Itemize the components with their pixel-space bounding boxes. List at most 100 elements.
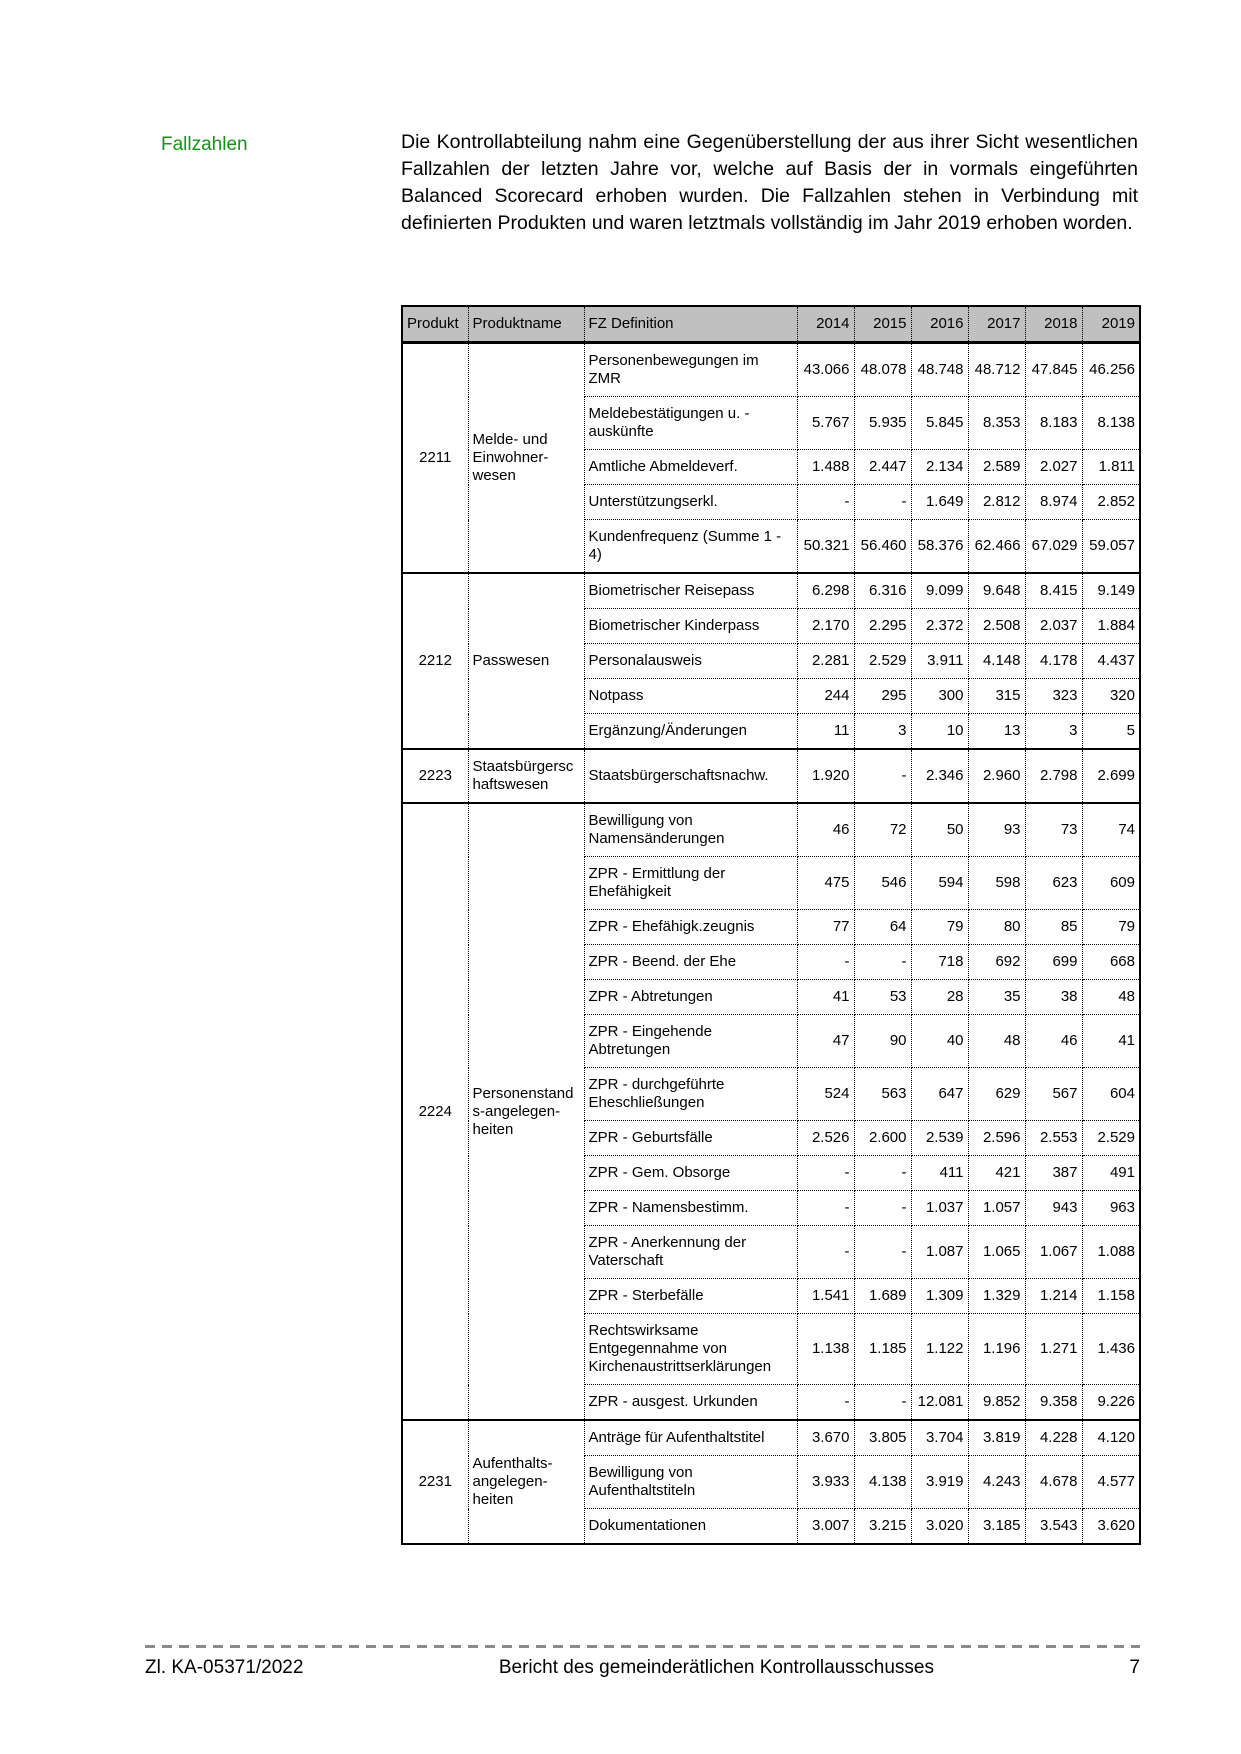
- year-value-cell: 2.281: [796, 643, 855, 679]
- year-value-cell: 8.974: [1024, 484, 1083, 520]
- year-value-cell: 3.020: [910, 1508, 969, 1545]
- table-row: 2231 Aufenthalts-angelegen-heiten Anträge …: [401, 1419, 1141, 1545]
- fz-definition-cell: Personalausweis: [583, 643, 798, 679]
- year-value-cell: 1.436: [1081, 1313, 1141, 1385]
- year-value-cell: 11: [796, 713, 855, 750]
- year-value-cell: 74: [1081, 802, 1141, 857]
- column-header-2016: 2016: [910, 305, 969, 344]
- produkt-cell: 2212: [401, 572, 469, 750]
- year-value-cell: 46: [1024, 1014, 1083, 1068]
- produkt-cell: 2231: [401, 1419, 469, 1545]
- year-value-cell: -: [796, 1190, 855, 1226]
- year-value-cell: 2.798: [1024, 748, 1083, 804]
- table-row: Rechtswirksame Entgegennahme von Kirchen…: [402, 1313, 1141, 1385]
- table-row: ZPR - ausgest. Urkunden - -12.081 9.852 9.35…: [402, 1384, 1141, 1421]
- year-value-cell: 64: [853, 909, 912, 945]
- year-value-cell: 13: [967, 713, 1026, 750]
- year-value-cell: 3.215: [853, 1508, 912, 1545]
- table-row: ZPR - Ermittlung der Ehefähigkeit 475 546 5…: [402, 856, 1141, 910]
- year-value-cell: 50.321: [796, 519, 855, 574]
- year-value-cell: 421: [967, 1155, 1026, 1191]
- year-value-cell: 1.884: [1081, 608, 1141, 644]
- year-value-cell: 1.087: [910, 1225, 969, 1279]
- intro-paragraph: Die Kontrollabteilung nahm eine Gegenübe…: [401, 131, 1138, 234]
- table-row: Amtliche Abmeldeverf. 1.488 2.447 2.134 2.58…: [402, 449, 1141, 485]
- year-value-cell: 2.852: [1081, 484, 1141, 520]
- produktname-cell: Passwesen: [467, 572, 585, 750]
- fz-definition-cell: Staatsbürgerschaftsnachw.: [583, 748, 798, 804]
- year-value-cell: 4.148: [967, 643, 1026, 679]
- fz-definition-cell: ZPR - Beend. der Ehe: [583, 944, 798, 980]
- year-value-cell: 47.845: [1024, 341, 1083, 397]
- year-value-cell: 567: [1024, 1067, 1083, 1121]
- table-row: ZPR - Gem. Obsorge - -411 421 387 491: [402, 1155, 1141, 1191]
- year-value-cell: 53: [853, 979, 912, 1015]
- table-row: ZPR - Eingehende Abtretungen 47 90 40 48 46 41: [402, 1014, 1141, 1068]
- year-value-cell: 718: [910, 944, 969, 980]
- column-header-2018: 2018: [1024, 305, 1083, 344]
- year-value-cell: 2.134: [910, 449, 969, 485]
- year-value-cell: -: [853, 1155, 912, 1191]
- year-value-cell: 2.529: [1081, 1120, 1141, 1156]
- table-row: 2211 Melde- und Einwohner-wesen Personenbe…: [401, 341, 1141, 574]
- year-value-cell: 46.256: [1081, 341, 1141, 397]
- year-value-cell: 2.508: [967, 608, 1026, 644]
- year-value-cell: -: [853, 1190, 912, 1226]
- column-header-fz-definition: FZ Definition: [583, 305, 798, 344]
- year-value-cell: 5.845: [910, 396, 969, 450]
- year-value-cell: 47: [796, 1014, 855, 1068]
- produktname-cell: Aufenthalts-angelegen-heiten: [467, 1419, 585, 1545]
- year-value-cell: 2.589: [967, 449, 1026, 485]
- year-value-cell: 604: [1081, 1067, 1141, 1121]
- table-row: ZPR - Beend. der Ehe - -718 692 699 668: [402, 944, 1141, 980]
- year-value-cell: 4.678: [1024, 1455, 1083, 1509]
- year-value-cell: 699: [1024, 944, 1083, 980]
- year-value-cell: 1.196: [967, 1313, 1026, 1385]
- table-row: ZPR - Namensbestimm. - -1.037 1.057 943 963: [402, 1190, 1141, 1226]
- table-row: Personalausweis 2.281 2.529 3.911 4.148 4.178…: [402, 643, 1141, 679]
- case-numbers-table: Produkt Produktname FZ Definition 2014 2015 2…: [401, 305, 1141, 1545]
- year-value-cell: 4.437: [1081, 643, 1141, 679]
- table-row: Kundenfrequenz (Summe 1 - 4) 50.321 56.460…: [402, 519, 1141, 574]
- year-value-cell: 2.812: [967, 484, 1026, 520]
- year-value-cell: 80: [967, 909, 1026, 945]
- year-value-cell: 1.649: [910, 484, 969, 520]
- fz-definition-cell: ZPR - Geburtsfälle: [583, 1120, 798, 1156]
- year-value-cell: 77: [796, 909, 855, 945]
- fz-definition-cell: Biometrischer Reisepass: [583, 572, 798, 609]
- year-value-cell: 73: [1024, 802, 1083, 857]
- year-value-cell: 1.488: [796, 449, 855, 485]
- year-value-cell: 609: [1081, 856, 1141, 910]
- produktname-cell: Melde- und Einwohner-wesen: [467, 341, 585, 574]
- year-value-cell: 56.460: [853, 519, 912, 574]
- year-value-cell: 41: [1081, 1014, 1141, 1068]
- year-value-cell: 28: [910, 979, 969, 1015]
- year-value-cell: 1.067: [1024, 1225, 1083, 1279]
- year-value-cell: 387: [1024, 1155, 1083, 1191]
- fz-definition-cell: Amtliche Abmeldeverf.: [583, 449, 798, 485]
- year-value-cell: 629: [967, 1067, 1026, 1121]
- produktname-cell: Staatsbürgerschaftswesen: [467, 748, 585, 804]
- year-value-cell: 8.138: [1081, 396, 1141, 450]
- year-value-cell: 48.712: [967, 341, 1026, 397]
- year-value-cell: 323: [1024, 678, 1083, 714]
- year-value-cell: 5.767: [796, 396, 855, 450]
- column-header-2017: 2017: [967, 305, 1026, 344]
- year-value-cell: -: [853, 748, 912, 804]
- year-value-cell: 647: [910, 1067, 969, 1121]
- column-header-2014: 2014: [796, 305, 855, 344]
- year-value-cell: 668: [1081, 944, 1141, 980]
- table-row: ZPR - Anerkennung der Vaterschaft - -1.087…: [402, 1225, 1141, 1279]
- fz-definition-cell: Bewilligung von Aufenthaltstiteln: [583, 1455, 798, 1509]
- year-value-cell: 2.027: [1024, 449, 1083, 485]
- year-value-cell: 1.309: [910, 1278, 969, 1314]
- year-value-cell: 2.960: [967, 748, 1026, 804]
- year-value-cell: 6.316: [853, 572, 912, 609]
- year-value-cell: 2.037: [1024, 608, 1083, 644]
- fz-definition-cell: Bewilligung von Namensänderungen: [583, 802, 798, 857]
- year-value-cell: 244: [796, 678, 855, 714]
- year-value-cell: 6.298: [796, 572, 855, 609]
- year-value-cell: 598: [967, 856, 1026, 910]
- year-value-cell: 315: [967, 678, 1026, 714]
